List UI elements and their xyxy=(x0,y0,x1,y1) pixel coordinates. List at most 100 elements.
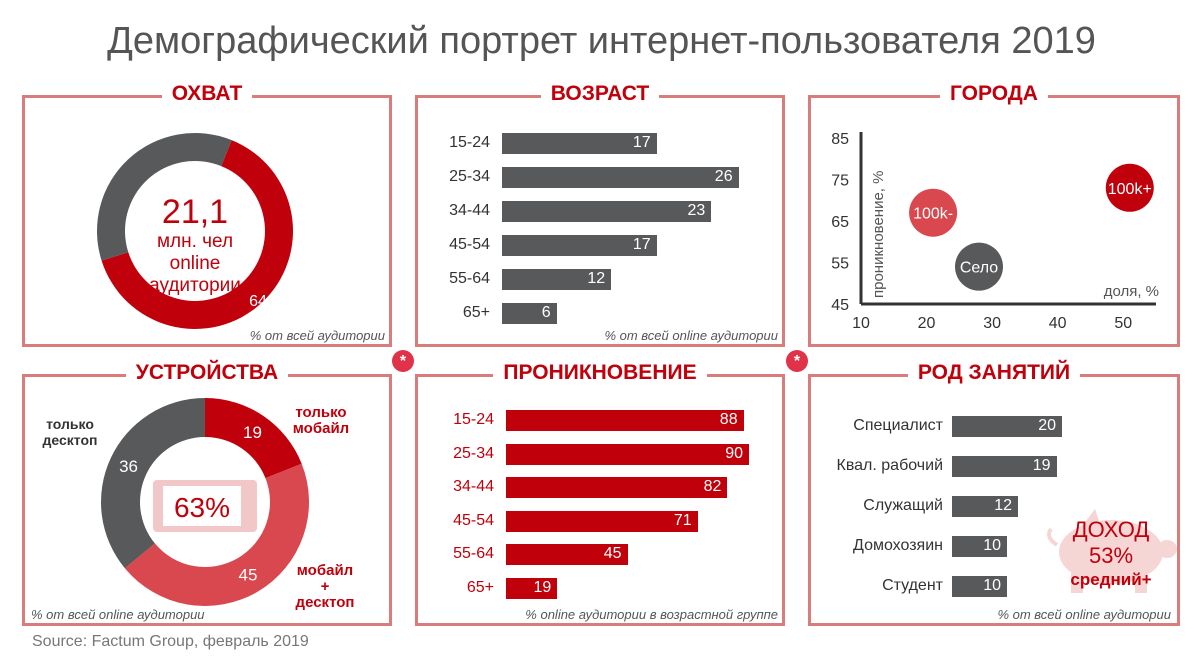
bar-value: 19 xyxy=(533,578,552,596)
devices-slice-1 xyxy=(124,463,309,606)
bar-value: 82 xyxy=(703,478,722,495)
bar-label: Студент xyxy=(882,577,943,594)
age-title: ВОЗРАСТ xyxy=(540,82,660,105)
bar: 10 xyxy=(952,576,1007,597)
x-tick-label: 20 xyxy=(918,315,936,332)
point-label: Село xyxy=(960,260,998,277)
reach-center-line2: online xyxy=(170,253,221,274)
bar-value: 12 xyxy=(994,497,1012,514)
bar: 12 xyxy=(502,269,612,290)
age-panel: ВОЗРАСТ 15-24 17 25-34 26 34-44 23 45-54 17 55-6… xyxy=(415,82,785,347)
bar-value: 12 xyxy=(587,270,606,287)
y-tick-label: 55 xyxy=(831,256,849,273)
income-title: ДОХОД xyxy=(1072,517,1150,542)
cities-scatter: 45 55 65 75 85 10 20 30 40 50 доля, % проникновение… xyxy=(831,131,1159,332)
devices-slice-0 xyxy=(205,398,302,479)
reach-center-line3: аудитории xyxy=(149,275,241,296)
income-sub: средний+ xyxy=(1070,570,1152,589)
scatter-point xyxy=(1105,163,1154,212)
bar-label: 45-54 xyxy=(453,511,494,529)
bar: 20 xyxy=(952,416,1062,437)
bar-label: 55-64 xyxy=(453,545,494,562)
bar: 26 xyxy=(502,167,739,188)
bar-label: Квал. рабочий xyxy=(836,457,943,474)
bar: 19 xyxy=(506,577,558,599)
bar: 90 xyxy=(506,443,749,465)
scatter-point xyxy=(909,188,958,237)
label-mobile-line1: только xyxy=(295,404,346,421)
label-mobile-line2: мобайл xyxy=(293,420,349,437)
bar: 6 xyxy=(502,303,557,324)
reach-title: ОХВАТ xyxy=(161,82,253,105)
bar: 23 xyxy=(502,201,712,222)
x-tick-label: 10 xyxy=(852,315,870,332)
asterisk-icon: * xyxy=(392,350,414,372)
x-tick-label: 50 xyxy=(1114,315,1132,332)
bar: 17 xyxy=(502,133,657,154)
label-both-line2: + xyxy=(321,578,330,595)
label-both-line1: мобайл xyxy=(297,562,353,579)
bar-value: 10 xyxy=(983,537,1001,554)
occupation-panel: РОД ЗАНЯТИЙ Специалист 20 Квал. рабочий 19 С… xyxy=(808,361,1180,626)
bar: 12 xyxy=(952,496,1018,517)
page-title: Демографический портрет интернет-пользов… xyxy=(107,20,1096,62)
devices-center-value: 63% xyxy=(174,492,230,523)
label-desktop-line2: десктоп xyxy=(43,432,98,448)
bar-label: 65+ xyxy=(462,304,490,321)
point-label: 100k- xyxy=(913,206,953,223)
bar: 82 xyxy=(506,477,728,498)
bar-label: 25-34 xyxy=(453,444,494,462)
bar-label: 45-54 xyxy=(449,236,490,253)
reach-center-line1: млн. чел xyxy=(157,231,233,252)
bar: 19 xyxy=(952,456,1057,477)
bar-value: 20 xyxy=(1038,417,1056,434)
bar-value: 10 xyxy=(983,577,1001,594)
occupation-title: РОД ЗАНЯТИЙ xyxy=(907,361,1081,384)
bar-value: 19 xyxy=(1032,457,1051,474)
cities-title: ГОРОДА xyxy=(940,82,1048,105)
bar: 45 xyxy=(506,544,628,565)
bar-label: Служащий xyxy=(863,497,943,514)
cities-panel: ГОРОДА 45 55 65 75 85 10 20 30 40 50 доля, % проник… xyxy=(808,82,1180,347)
reach-panel: ОХВАТ 21,1 млн. чел online аудитории 64 … xyxy=(22,82,392,347)
piggy-bank-icon xyxy=(1047,509,1177,593)
income-value: 53% xyxy=(1088,543,1134,568)
x-tick-label: 30 xyxy=(983,315,1001,332)
reach-segment-label: 64 xyxy=(249,293,267,310)
devices-title: УСТРОЙСТВА xyxy=(125,361,289,384)
asterisk-icon: * xyxy=(786,350,808,372)
devices-value-label: 45 xyxy=(239,566,258,585)
bar-value: 6 xyxy=(541,304,551,321)
bar-label: 15-24 xyxy=(449,134,490,151)
bar-value: 71 xyxy=(673,511,692,529)
devices-value-label: 19 xyxy=(243,423,262,442)
x-tick-label: 40 xyxy=(1049,315,1067,332)
reach-note: % от всей аудитории xyxy=(249,328,385,343)
bar: 71 xyxy=(506,510,698,532)
bar: 17 xyxy=(502,235,657,256)
label-desktop-line1: только xyxy=(46,416,94,432)
devices-panel: УСТРОЙСТВА 19 45 36 63% только десктоп тол… xyxy=(22,361,392,626)
bar-label: 34-44 xyxy=(453,478,494,495)
y-tick-label: 75 xyxy=(831,173,849,190)
point-label: 100k+ xyxy=(1108,181,1152,198)
source-note: Source: Factum Group, февраль 2019 xyxy=(32,633,309,650)
y-tick-label: 85 xyxy=(831,131,849,148)
bar-label: 25-34 xyxy=(449,168,490,185)
penetration-note: % online аудитории в возрастной группе xyxy=(525,607,778,622)
penetration-panel: ПРОНИКНОВЕНИЕ 15-24 88 25-34 90 34-44 82 45-54… xyxy=(415,361,785,626)
reach-donut: 21,1 млн. чел online аудитории 64 xyxy=(97,133,293,329)
bar: 10 xyxy=(952,536,1007,557)
bar-label: 55-64 xyxy=(449,270,490,287)
bar-label: Специалист xyxy=(853,417,943,434)
y-tick-label: 45 xyxy=(831,297,849,314)
bar-label: 34-44 xyxy=(449,202,490,219)
bar-value: 45 xyxy=(603,545,622,562)
label-both-line3: десктоп xyxy=(296,594,355,611)
bar-value: 17 xyxy=(632,134,651,151)
bar-value: 90 xyxy=(725,444,743,462)
bar: 88 xyxy=(506,410,744,431)
bar-label: 65+ xyxy=(466,578,494,596)
devices-slice-2 xyxy=(101,398,205,569)
x-axis-label: доля, % xyxy=(1104,283,1159,300)
